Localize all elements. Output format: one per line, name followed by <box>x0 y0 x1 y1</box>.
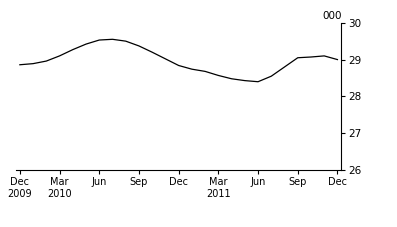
Text: 000: 000 <box>322 11 341 21</box>
